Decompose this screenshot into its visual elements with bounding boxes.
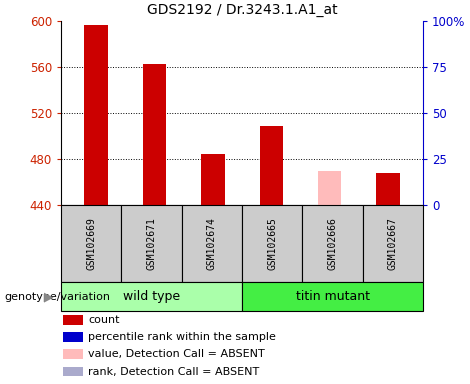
- Bar: [376, 173, 400, 205]
- Text: value, Detection Call = ABSENT: value, Detection Call = ABSENT: [88, 349, 265, 359]
- Bar: [143, 64, 166, 205]
- Text: GSM102671: GSM102671: [147, 217, 157, 270]
- Bar: [63, 332, 83, 342]
- Text: wild type: wild type: [123, 290, 180, 303]
- Bar: [182, 205, 242, 282]
- Bar: [121, 205, 182, 282]
- Bar: [63, 315, 83, 324]
- Text: percentile rank within the sample: percentile rank within the sample: [88, 332, 276, 342]
- Bar: [318, 171, 341, 205]
- Bar: [302, 205, 363, 282]
- Bar: [363, 205, 423, 282]
- Text: GSM102665: GSM102665: [267, 217, 277, 270]
- Text: GSM102669: GSM102669: [86, 217, 96, 270]
- Text: ▶: ▶: [45, 290, 54, 303]
- Text: rank, Detection Call = ABSENT: rank, Detection Call = ABSENT: [88, 366, 259, 377]
- Bar: [63, 367, 83, 376]
- Text: GSM102674: GSM102674: [207, 217, 217, 270]
- Text: GSM102666: GSM102666: [328, 217, 337, 270]
- Bar: [242, 282, 423, 311]
- Bar: [63, 349, 83, 359]
- Bar: [259, 126, 283, 205]
- Bar: [201, 154, 225, 205]
- Bar: [61, 205, 121, 282]
- Text: genotype/variation: genotype/variation: [5, 291, 111, 302]
- Title: GDS2192 / Dr.3243.1.A1_at: GDS2192 / Dr.3243.1.A1_at: [147, 3, 337, 17]
- Text: GSM102667: GSM102667: [388, 217, 398, 270]
- Bar: [61, 282, 242, 311]
- Bar: [242, 205, 302, 282]
- Bar: [85, 25, 108, 205]
- Text: count: count: [88, 314, 120, 325]
- Text: titin mutant: titin mutant: [296, 290, 369, 303]
